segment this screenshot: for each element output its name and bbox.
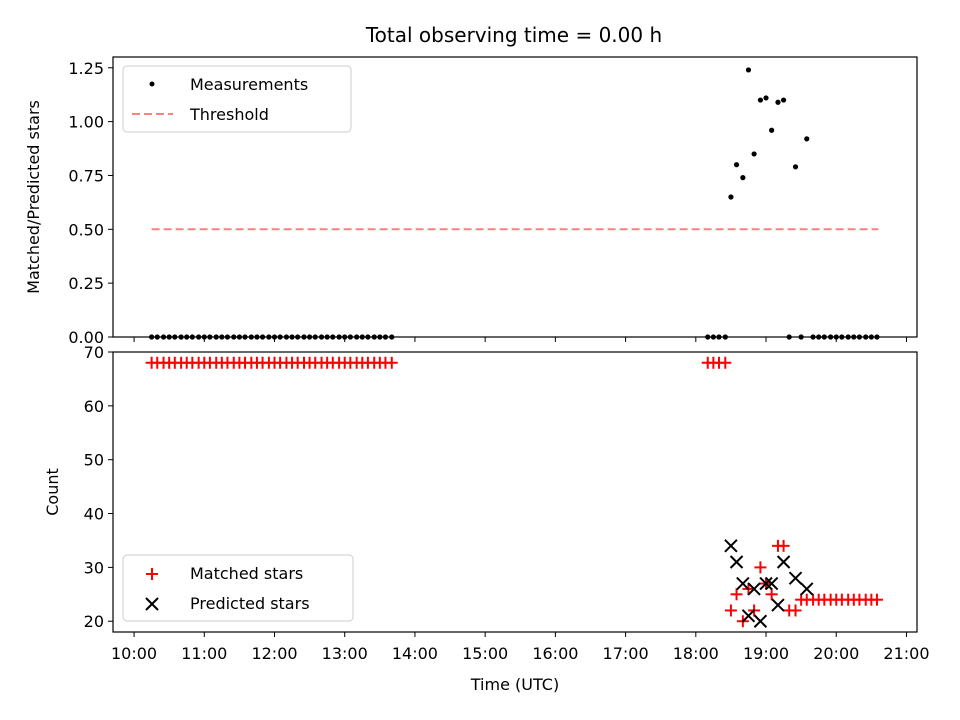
bottom-ylabel: Count: [43, 468, 62, 516]
legend-label-threshold: Threshold: [189, 105, 269, 124]
top-y-tick-label: 0.75: [68, 166, 104, 185]
predicted-star-point: [747, 582, 761, 596]
measurement-point: [745, 67, 752, 73]
legend-marker-matched: [146, 568, 158, 580]
x-axis-label: Time (UTC): [470, 675, 559, 694]
x-tick-label: 18:00: [673, 644, 719, 663]
predicted-star-point: [724, 539, 738, 553]
bottom-y-tick-label: 30: [84, 558, 104, 577]
top-legend: Measurements Threshold: [122, 65, 352, 133]
legend-label-matched: Matched stars: [190, 564, 303, 583]
top-y-tick-label: 0.00: [68, 328, 104, 347]
measurement-point: [763, 95, 769, 101]
bottom-y-tick-label: 60: [84, 397, 104, 416]
matched-star-point: [730, 588, 743, 601]
top-y-tick-label: 1.25: [68, 59, 104, 78]
measurement-point: [804, 136, 810, 142]
predicted-star-point: [753, 614, 768, 628]
x-tick-label: 13:00: [322, 644, 368, 663]
matched-star-point: [870, 593, 883, 606]
bottom-axes-frame: [112, 351, 918, 633]
x-tick-label: 16:00: [532, 644, 578, 663]
legend-label-measurements: Measurements: [190, 75, 308, 94]
top-axes-frame: [112, 56, 918, 338]
matched-star-point: [724, 604, 737, 617]
bottom-y-tick-label: 50: [84, 451, 104, 470]
x-tick-label: 21:00: [883, 644, 929, 663]
matched-star-point: [385, 356, 398, 369]
predicted-star-point: [741, 609, 756, 623]
top-panel: 0.00 0.25 0.50 0.75 1.00 1.25 Matched/Predict…: [24, 56, 918, 347]
x-tick-label: 12:00: [251, 644, 297, 663]
measurement-point: [740, 175, 746, 181]
predicted-star-point: [764, 576, 779, 591]
measurement-point: [757, 97, 764, 103]
measurement-point: [751, 151, 757, 157]
matched-star-point: [719, 356, 732, 369]
predicted-star-point: [736, 576, 750, 591]
measurement-point: [728, 194, 734, 200]
bottom-panel: 20 30 40 50 60 70 10:00 11:00 12:00 13:00 14:00 15…: [43, 343, 930, 694]
matched-star-point: [765, 588, 778, 601]
predicted-star-point: [800, 582, 814, 596]
legend-marker-measurements: [149, 81, 155, 87]
x-tick-label: 10:00: [111, 644, 157, 663]
legend-marker-predicted: [145, 597, 159, 611]
chart-title: Total observing time = 0.00 h: [365, 23, 662, 47]
x-tick-label: 19:00: [743, 644, 789, 663]
measurement-point: [775, 99, 781, 105]
predicted-star-point: [729, 555, 744, 569]
measurement-point: [792, 164, 799, 170]
x-tick-label: 11:00: [181, 644, 227, 663]
matched-star-point: [754, 561, 767, 574]
x-tick-label: 17:00: [603, 644, 649, 663]
predicted-star-point: [788, 571, 803, 585]
x-tick-label: 15:00: [462, 644, 508, 663]
top-y-tick-label: 1.00: [68, 113, 104, 132]
top-y-tick-label: 0.25: [68, 274, 104, 293]
bottom-y-tick-label: 20: [84, 612, 104, 631]
predicted-star-point: [759, 576, 773, 591]
x-tick-label: 14:00: [392, 644, 438, 663]
bottom-legend: Matched stars Predicted stars: [122, 554, 354, 622]
x-tick-label: 20:00: [813, 644, 859, 663]
legend-label-predicted: Predicted stars: [190, 594, 310, 613]
bottom-y-tick-label: 40: [84, 505, 104, 524]
matched-star-point: [777, 539, 790, 552]
top-y-tick-label: 0.50: [68, 220, 104, 239]
predicted-star-point: [776, 555, 791, 569]
predicted-star-point: [771, 598, 785, 612]
top-ylabel: Matched/Predicted stars: [24, 100, 43, 294]
measurement-point: [733, 162, 740, 168]
measurement-point: [780, 97, 787, 103]
matched-star-point: [789, 604, 802, 617]
measurement-point: [769, 127, 775, 133]
bottom-y-tick-label: 70: [84, 343, 104, 362]
